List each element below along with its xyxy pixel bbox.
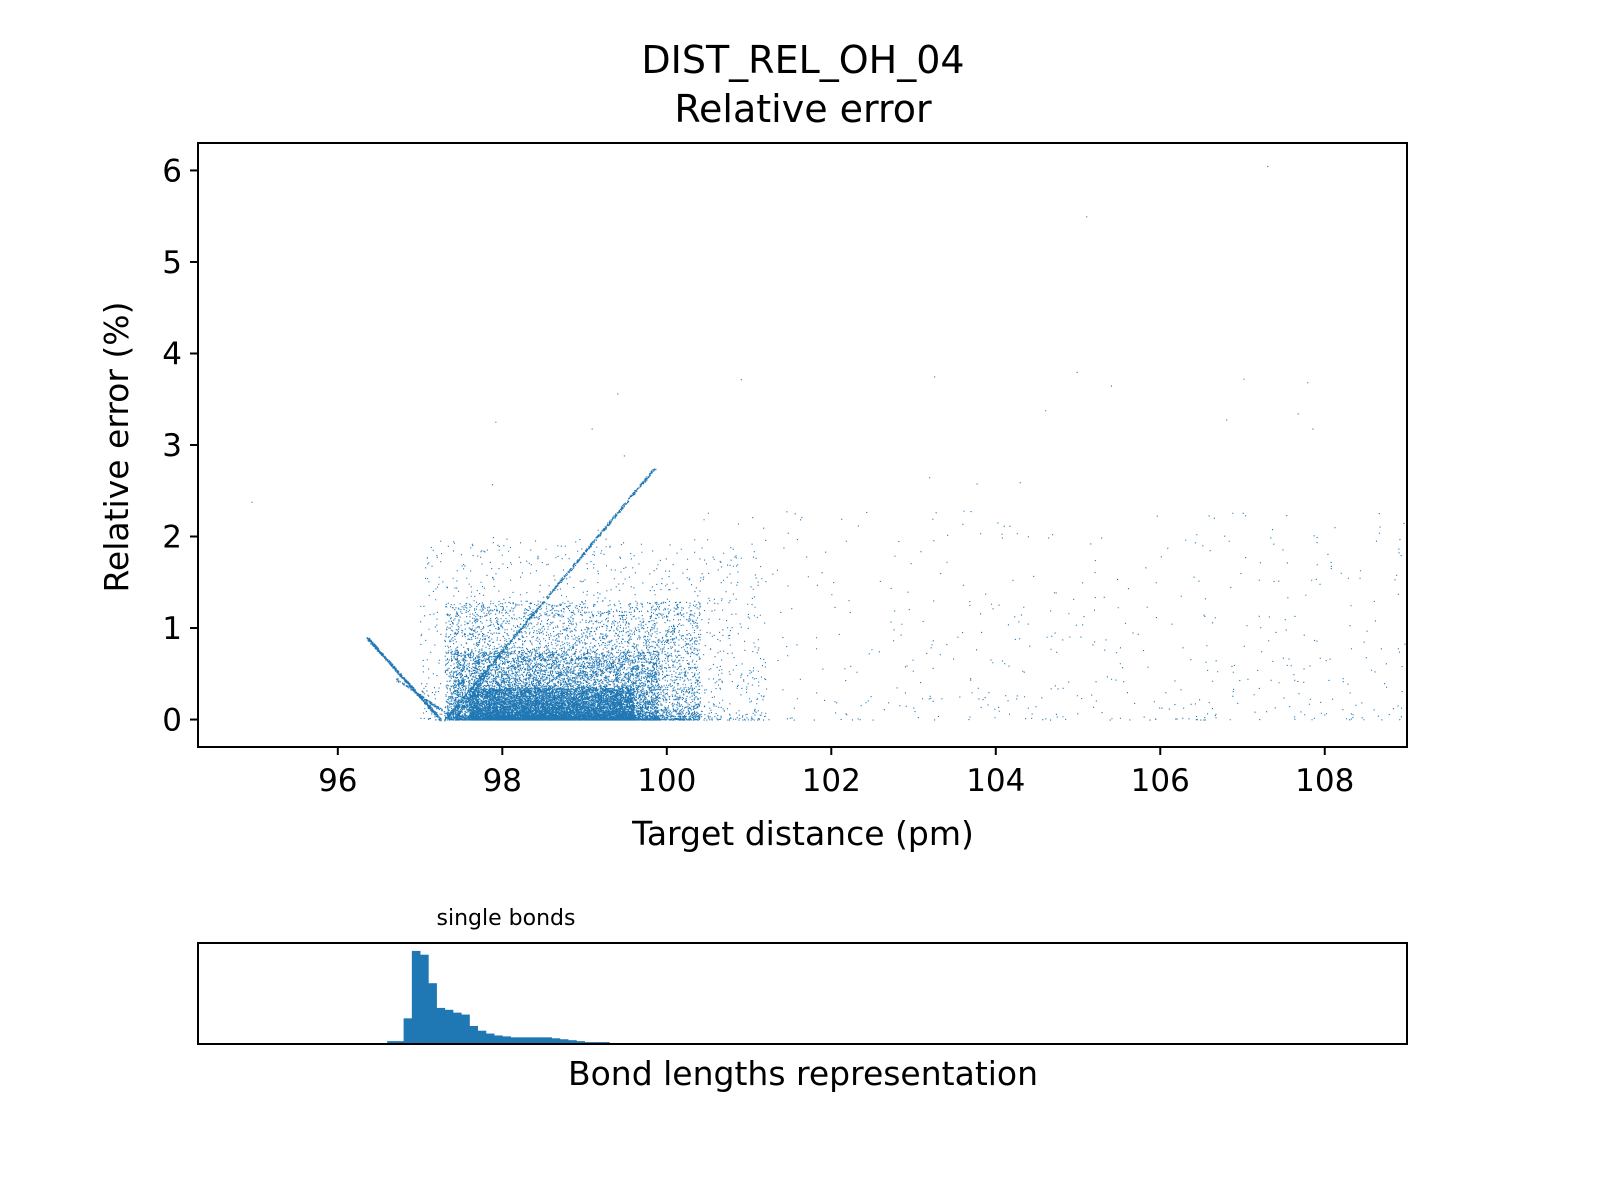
chart-title: DIST_REL_OH_04 xyxy=(641,38,964,82)
histogram-bar xyxy=(411,950,421,1044)
y-tick-label: 0 xyxy=(162,703,182,739)
scatter-plot: 96 98 100 102 104 106 108 0 1 2 3 4 5 6 Target dista… xyxy=(97,142,1408,853)
x-axis-label: Target distance (pm) xyxy=(631,814,974,853)
histogram-bar xyxy=(494,1035,503,1044)
scatter-points xyxy=(251,165,1406,722)
histogram-bar xyxy=(452,1012,462,1044)
histogram-frame xyxy=(197,942,1408,1045)
histogram-bar xyxy=(559,1039,569,1044)
y-axis-label: Relative error (%) xyxy=(97,301,136,592)
scatter-y-ticks: 0 1 2 3 4 5 6 xyxy=(162,153,198,739)
histogram-bar xyxy=(387,1041,396,1044)
y-tick-label: 5 xyxy=(162,245,182,281)
scatter-plot-frame xyxy=(197,142,1408,748)
histogram-bar xyxy=(477,1030,487,1044)
histogram-bar xyxy=(510,1037,520,1044)
x-tick-label: 108 xyxy=(1295,763,1354,799)
histogram-bar xyxy=(428,983,437,1044)
histogram-bar xyxy=(444,1009,454,1044)
histogram-bar xyxy=(551,1038,561,1044)
y-tick-label: 6 xyxy=(162,153,182,189)
histogram-title: single bonds xyxy=(437,906,576,931)
y-tick-label: 3 xyxy=(162,428,182,464)
histogram-bars xyxy=(387,950,659,1044)
y-tick-label: 2 xyxy=(162,520,182,556)
x-tick-label: 104 xyxy=(966,763,1025,799)
y-tick-label: 1 xyxy=(162,611,182,647)
histogram-bar xyxy=(502,1036,511,1044)
scatter-point-cloud xyxy=(251,165,1406,722)
histogram-bar xyxy=(420,954,429,1044)
histogram-bar xyxy=(395,1041,405,1044)
x-tick-label: 98 xyxy=(483,763,522,799)
histogram-bar xyxy=(518,1037,528,1044)
histogram-bar xyxy=(469,1025,479,1044)
histogram-bar xyxy=(535,1037,544,1044)
histogram-bar xyxy=(568,1040,577,1044)
histogram-bar xyxy=(543,1037,553,1044)
histogram-bar xyxy=(576,1041,585,1044)
histogram-plot: single bonds Bond lengths representation xyxy=(197,906,1408,1093)
histogram-bar xyxy=(403,1018,413,1044)
x-tick-label: 102 xyxy=(802,763,861,799)
x-tick-label: 106 xyxy=(1131,763,1190,799)
scatter-x-ticks: 96 98 100 102 104 106 108 xyxy=(318,747,1354,799)
histogram-bar xyxy=(485,1033,495,1044)
histogram-bar xyxy=(436,1007,446,1044)
x-tick-label: 96 xyxy=(318,763,357,799)
histogram-bar xyxy=(461,1014,470,1044)
histogram-x-label: Bond lengths representation xyxy=(568,1054,1038,1093)
histogram-bar xyxy=(526,1037,536,1044)
y-tick-label: 4 xyxy=(162,336,182,372)
x-tick-label: 100 xyxy=(637,763,696,799)
chart-subtitle: Relative error xyxy=(674,87,932,131)
